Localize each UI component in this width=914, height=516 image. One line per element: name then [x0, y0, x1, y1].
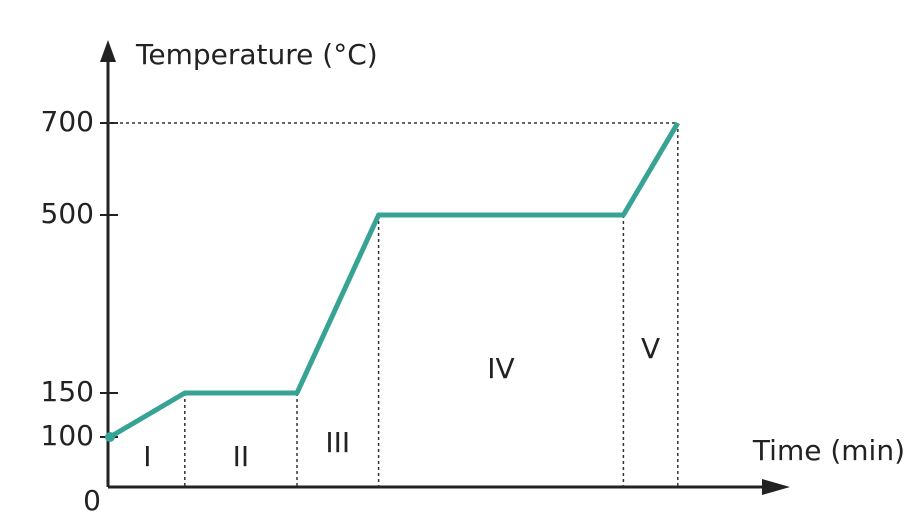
region-label: V	[641, 332, 660, 365]
region-label: III	[325, 426, 350, 459]
x-axis-arrow	[762, 479, 790, 495]
region-label: I	[143, 440, 151, 473]
y-tick-label: 700	[41, 105, 94, 138]
data-line	[108, 121, 680, 440]
y-tick-label: 0	[83, 484, 101, 516]
y-tick-label: 100	[41, 419, 94, 452]
y-axis-label: Temperature (°C)	[135, 38, 378, 71]
region-label: II	[233, 440, 250, 473]
y-tick-label: 150	[41, 375, 94, 408]
region-label: IV	[487, 352, 514, 385]
start-point	[105, 432, 115, 442]
x-axis-label: Time (min)	[752, 434, 905, 467]
y-axis-arrow	[100, 40, 116, 62]
y-tick-label: 500	[41, 197, 94, 230]
